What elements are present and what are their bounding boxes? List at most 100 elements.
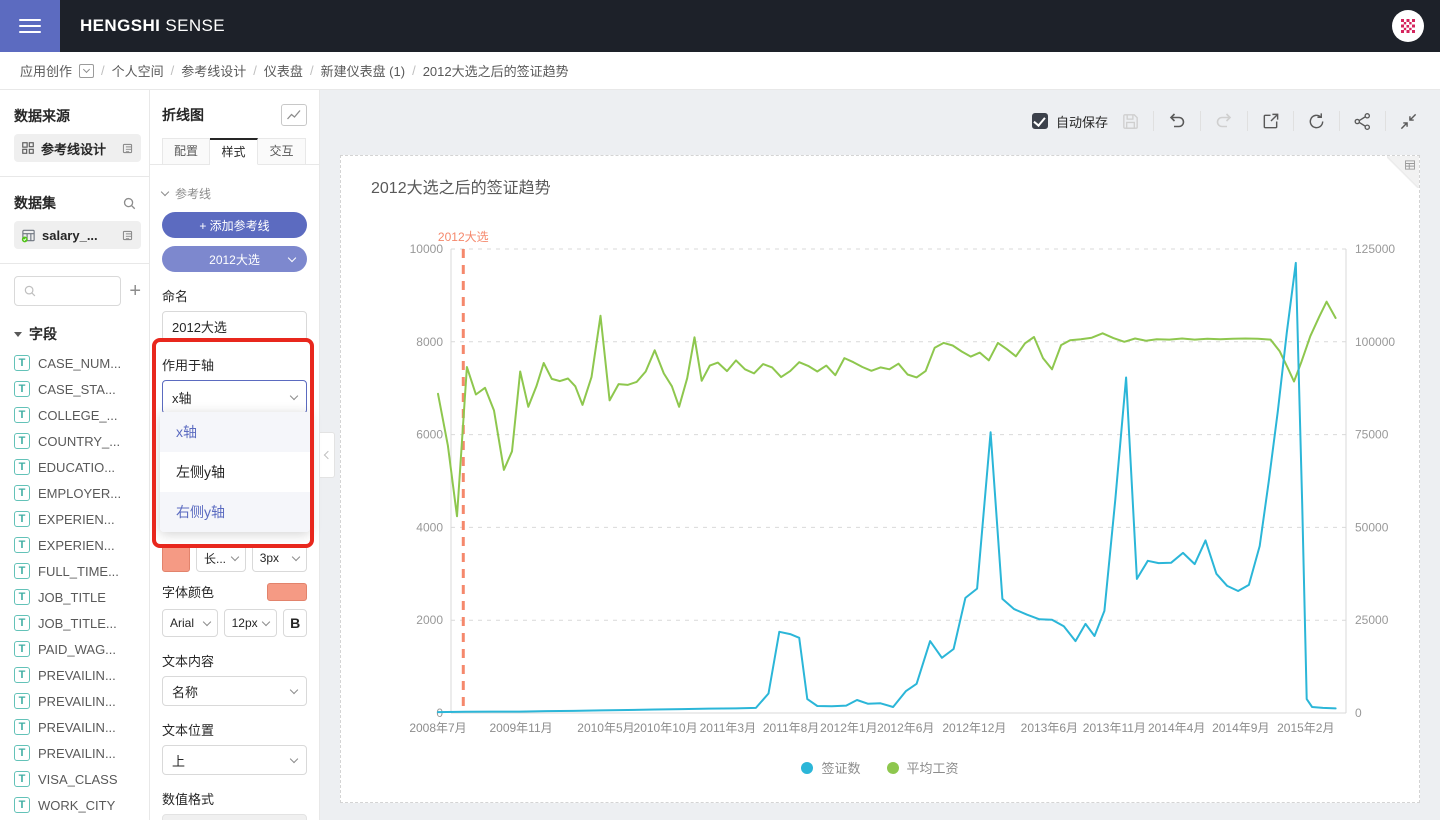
chart-type-button[interactable] <box>281 104 307 126</box>
field-row[interactable]: T VISA_CLASS <box>14 766 149 792</box>
add-refline-button[interactable]: + 添加参考线 <box>162 212 307 238</box>
breadcrumb-item[interactable]: 应用创作 <box>20 64 73 79</box>
axis-select[interactable]: x轴 <box>162 380 307 414</box>
breadcrumb-item[interactable]: 个人空间 <box>111 64 164 79</box>
field-row[interactable]: T COUNTRY_... <box>14 428 149 454</box>
breadcrumb-separator: / <box>309 63 314 78</box>
open-document-icon[interactable] <box>121 142 134 155</box>
refline-section-header[interactable]: 参考线 <box>160 185 307 202</box>
share-button[interactable] <box>1353 112 1372 131</box>
collapse-view-button[interactable] <box>1399 112 1418 131</box>
x-axis-tick: 2010年5月 <box>577 721 634 735</box>
bold-button[interactable]: B <box>283 609 307 637</box>
breadcrumb-item[interactable]: 新建仪表盘 (1) <box>320 64 406 79</box>
hamburger-menu-icon[interactable] <box>0 0 60 52</box>
fields-label: 字段 <box>29 326 57 342</box>
collapse-panel-handle[interactable] <box>320 432 335 478</box>
field-row[interactable]: T PAID_WAG... <box>14 636 149 662</box>
breadcrumb-item[interactable]: 2012大选之后的签证趋势 <box>422 64 569 79</box>
right-axis-tick: 125000 <box>1355 242 1395 256</box>
field-row[interactable]: T CASE_STA... <box>14 376 149 402</box>
axis-option-x轴[interactable]: x轴 <box>160 412 310 452</box>
x-axis-tick: 2008年7月 <box>409 721 466 735</box>
field-row[interactable]: T PREVAILIN... <box>14 740 149 766</box>
chart-card[interactable]: 2012大选之后的签证趋势 0 0 2000 25000 4000 50000 6000 75… <box>340 155 1420 803</box>
dataset-item[interactable]: salary_... <box>14 221 141 249</box>
undo-button[interactable] <box>1167 112 1187 130</box>
account-avatar[interactable] <box>1392 10 1424 42</box>
field-row[interactable]: T PREVAILIN... <box>14 688 149 714</box>
field-row[interactable]: T EXPERIEN... <box>14 506 149 532</box>
export-button[interactable] <box>1261 112 1280 131</box>
text-field-icon: T <box>14 511 30 527</box>
field-row[interactable]: T FULL_TIME... <box>14 558 149 584</box>
refresh-button[interactable] <box>1307 112 1326 131</box>
collapse-triangle-icon <box>14 331 22 337</box>
right-axis-tick: 50000 <box>1355 520 1389 534</box>
right-axis-tick: 0 <box>1355 706 1362 720</box>
name-input[interactable]: 2012大选 <box>162 311 307 341</box>
field-row[interactable]: T PREVAILIN... <box>14 714 149 740</box>
dataset-item-label: salary_... <box>42 227 98 243</box>
axis-option-左侧y轴[interactable]: 左侧y轴 <box>160 452 310 492</box>
field-row[interactable]: T EDUCATIO... <box>14 454 149 480</box>
save-button[interactable] <box>1121 112 1140 131</box>
search-icon <box>24 285 36 297</box>
autosave-checkbox[interactable] <box>1031 113 1048 129</box>
field-row[interactable]: T EMPLOYER... <box>14 480 149 506</box>
font-color-swatch[interactable] <box>267 582 307 601</box>
text-content-select[interactable]: 名称 <box>162 676 307 706</box>
x-axis-tick: 2014年9月 <box>1212 721 1269 735</box>
field-row[interactable]: T EXPERIEN... <box>14 532 149 558</box>
text-field-icon: T <box>14 693 30 709</box>
line-color-swatch[interactable] <box>162 544 190 572</box>
line-width-select[interactable]: 3px <box>251 544 307 572</box>
tab-样式[interactable]: 样式 <box>210 138 258 165</box>
datasource-item-label: 参考线设计 <box>41 141 107 157</box>
left-axis-tick: 8000 <box>416 335 443 349</box>
refline-selector[interactable]: 2012大选 <box>162 246 307 272</box>
field-row[interactable]: T CASE_NUM... <box>14 350 149 376</box>
legend-item[interactable]: 签证数 <box>801 758 861 777</box>
compress-icon <box>1400 113 1417 129</box>
field-row[interactable]: T JOB_TITLE... <box>14 610 149 636</box>
card-corner-fold[interactable] <box>1387 156 1419 188</box>
field-name: JOB_TITLE <box>38 589 106 605</box>
workspace-dropdown-icon[interactable] <box>79 63 95 78</box>
field-name: PAID_WAG... <box>38 641 117 657</box>
breadcrumb-item[interactable]: 仪表盘 <box>263 64 303 79</box>
tab-交互[interactable]: 交互 <box>258 138 306 165</box>
field-row[interactable]: T JOB_TITLE <box>14 584 149 610</box>
text-position-select[interactable]: 上 <box>162 745 307 775</box>
field-name: EXPERIEN... <box>38 537 115 553</box>
datasource-item[interactable]: 参考线设计 <box>14 134 141 162</box>
fields-section-header[interactable]: 字段 <box>14 324 149 344</box>
field-search-input[interactable] <box>14 276 122 306</box>
line-type-select[interactable]: 长... <box>196 544 246 572</box>
breadcrumb-item[interactable]: 参考线设计 <box>181 64 247 79</box>
datasource-header: 数据来源 <box>14 106 149 126</box>
field-row[interactable]: T WORK_CITY <box>14 792 149 818</box>
number-format-input[interactable]: 2020年12月 <box>162 814 307 820</box>
add-field-button[interactable]: + <box>129 280 141 302</box>
export-icon <box>1263 113 1279 128</box>
field-row[interactable]: T COLLEGE_... <box>14 402 149 428</box>
share-icon <box>1354 112 1371 130</box>
open-document-icon[interactable] <box>121 229 134 242</box>
series-平均工资 <box>437 300 1337 518</box>
tab-配置[interactable]: 配置 <box>162 138 210 165</box>
legend-label: 平均工资 <box>906 761 959 776</box>
breadcrumb-separator: / <box>412 63 416 78</box>
dataset-search-icon[interactable] <box>122 196 137 211</box>
font-size-select[interactable]: 12px <box>223 609 278 637</box>
chevron-down-icon <box>289 754 299 763</box>
axis-option-右侧y轴[interactable]: 右侧y轴 <box>160 492 310 532</box>
legend-item[interactable]: 平均工资 <box>886 758 959 777</box>
font-family-select[interactable]: Arial <box>162 609 218 637</box>
text-field-icon: T <box>14 563 30 579</box>
right-axis-tick: 25000 <box>1355 613 1389 627</box>
field-row[interactable]: T PREVAILIN... <box>14 662 149 688</box>
field-name: COUNTRY_... <box>38 433 121 449</box>
redo-button[interactable] <box>1214 112 1234 130</box>
